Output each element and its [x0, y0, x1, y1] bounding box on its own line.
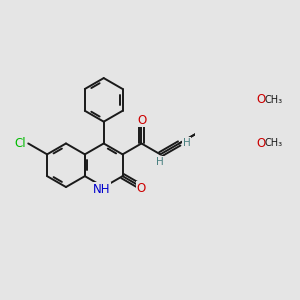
Text: Cl: Cl — [15, 137, 26, 150]
Text: O: O — [137, 182, 146, 195]
Text: NH: NH — [93, 183, 110, 196]
Text: CH₃: CH₃ — [264, 139, 282, 148]
Text: O: O — [138, 114, 147, 127]
Text: O: O — [256, 93, 266, 106]
Text: H: H — [156, 157, 163, 167]
Text: CH₃: CH₃ — [264, 95, 282, 105]
Text: H: H — [183, 138, 190, 148]
Text: O: O — [256, 137, 266, 150]
